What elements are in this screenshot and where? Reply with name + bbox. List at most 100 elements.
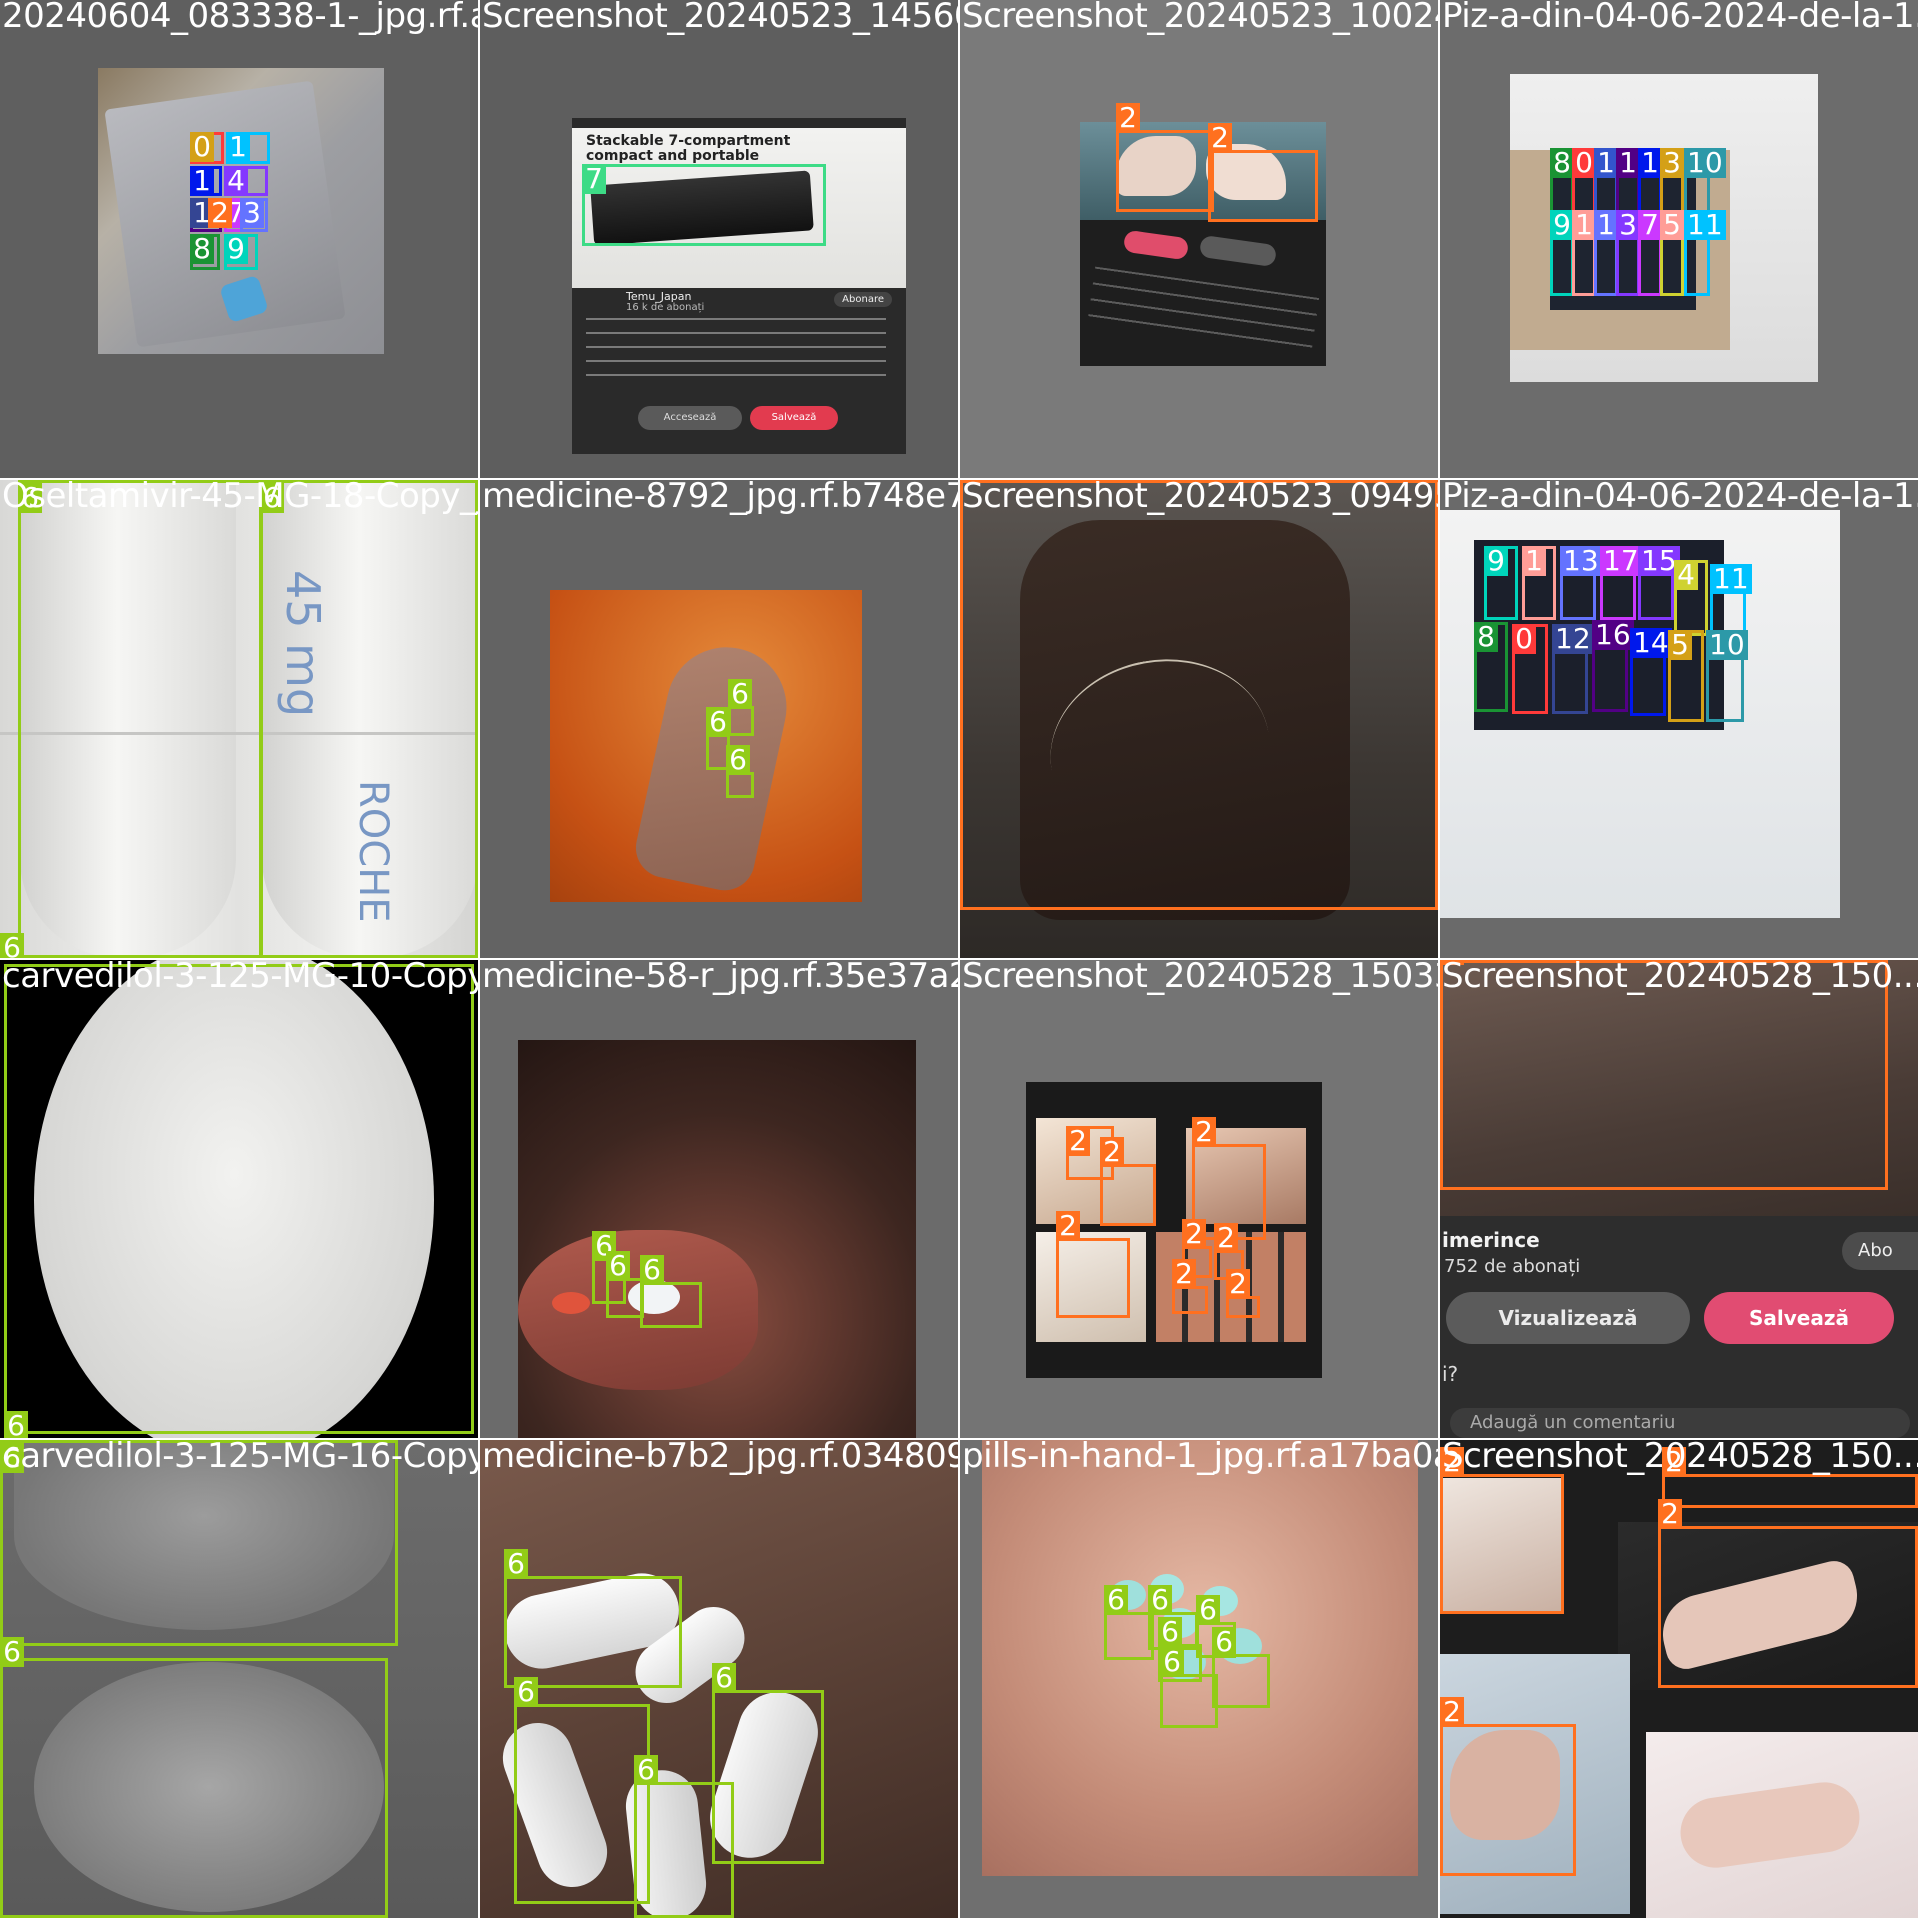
tile-10: 2 2 2 2 2 2 2 2 Screenshot_20240528_1503… [958,958,1440,1440]
bbox: 16 [1592,620,1634,712]
bbox: 9 [1550,210,1574,296]
visualize-button[interactable]: Vizualizează [1446,1292,1690,1344]
product-title-line-2: compact and portable [586,148,760,164]
user-followers: 16 k de abonați [626,302,705,313]
bbox-label: 6 [606,1251,630,1281]
bbox-label: 2 [1066,1126,1090,1156]
bbox: 2 [1440,960,1888,1190]
tile-9: 6 6 6 medicine-58-r_jpg.rf.35e37a2847e8f… [478,958,960,1440]
tile-13: 6 6 6 6 medicine-b7b2_jpg.rf.03480920657… [478,1438,960,1920]
bbox: 2 [1208,123,1318,222]
bbox-label: 1 [1616,148,1640,178]
tile-1: Stackable 7-compartment compact and port… [478,0,960,480]
question-text: i? [1442,1362,1459,1386]
bbox: 2 [1214,1223,1244,1280]
bbox-label: 2 [1192,1117,1216,1147]
bbox: 7 [1638,210,1662,296]
bbox-label: 1 [190,166,214,196]
bbox-label: 2 [1440,960,1464,965]
bbox-label: 6 [706,707,730,737]
bbox: 12 [1552,624,1594,714]
save-button[interactable]: Salvează [750,406,838,430]
bbox-label: 14 [1630,628,1672,658]
bbox: 3 [1616,210,1640,296]
grey-button [1198,234,1278,268]
bbox: 0 [1512,624,1548,714]
bbox-label: 9 [1550,210,1574,240]
bbox-label: 6 [0,933,24,958]
tile-caption: Screenshot_20240523_100244_Pinterest_jpg [962,0,1438,36]
bbox: 9 [224,234,258,270]
product-title-line-1: Stackable 7-compartment [586,133,791,149]
tablet-top [14,1440,394,1630]
bbox-label: 1 [1572,210,1596,240]
bbox-label: 6 [0,1637,24,1667]
bbox: 2 [1116,103,1214,212]
tile-15: 2 2 2 2 Screenshot_20240528_150... [1438,1438,1920,1920]
bbox: 15 [1638,546,1680,620]
follow-button[interactable]: Abonare [834,292,892,307]
bbox: 14 [1630,628,1672,716]
tile-14: 6 6 6 6 6 6 pills-in-hand-1_jpg.rf.a17ba… [958,1438,1440,1920]
bbox-label: 1 [1638,148,1662,178]
bbox: 6 [0,1637,388,1918]
bbox-label: 9 [1484,546,1508,576]
bbox-label: 6 [1196,1595,1220,1625]
bbox-label: 15 [1638,546,1680,576]
bbox: 4 [1674,560,1708,636]
bbox: 6 [0,1440,398,1646]
bbox: 6 [606,1251,644,1318]
save-button[interactable]: Salvează [1704,1292,1894,1344]
bbox-label: 2 [1056,1211,1080,1241]
bbox: 4 [224,166,268,196]
bbox: 2 [1226,1269,1260,1318]
bbox-label: 6 [712,1663,736,1693]
hand-card-3-hand [1450,1730,1560,1840]
bbox: 8 [190,234,220,270]
bbox-label: 17 [1600,546,1642,576]
bbox: 6 [1148,1585,1198,1650]
access-button[interactable]: Accesează [638,406,742,430]
tile-2: 2 2 Screenshot_20240523_100244_Pinterest… [958,0,1440,480]
bbox: 6 [1160,1647,1218,1728]
capsule-left [20,480,236,958]
tile-caption: carvedilol-3-125-MG-16-Copy_jpg.rf... [2,1440,478,1476]
comment-input[interactable]: Adaugă un comentariu [1450,1408,1910,1438]
bbox: 6 [260,480,478,958]
tile-caption: Piz-a-din-04-06-2024-de-la-1... [1442,480,1918,516]
bbox-label: 2 [1226,1269,1250,1299]
tile-caption: Oseltamivir-45-MG-18-Copy_jpg.rf.de8736.… [2,480,478,516]
follow-button[interactable]: Abo [1842,1232,1918,1270]
bbox-label: 8 [1474,622,1498,652]
product-title: Stackable 7-compartment compact and port… [586,134,790,164]
tile-caption: medicine-b7b2_jpg.rf.03480920657842e28c9… [482,1440,958,1476]
pink-button [1122,229,1190,261]
bbox-label: 6 [1160,1647,1184,1677]
photo-hand-pills [518,1040,916,1438]
bbox: 11 [1710,564,1752,636]
hand-card-1 [1440,1478,1564,1612]
bbox-label: 3 [1616,210,1640,240]
bbox: 6 [640,1255,702,1328]
bbox: 6 [634,1755,734,1918]
bbox: 6 [1158,1617,1202,1682]
bbox: 5 [1660,210,1684,296]
tile-7: 9 1 13 17 15 4 11 8 0 12 16 14 5 10 Piz-… [1438,478,1920,960]
tile-caption: medicine-8792_jpg.rf.b748e7a9e3550855803… [482,480,958,516]
bbox: 6 [728,679,754,736]
capsule-seam [0,732,478,735]
bbox-label: 2 [1182,1219,1206,1249]
white-pill [628,1280,680,1314]
tile-11: imerince 752 de abonați Abo Vizualizează… [1438,958,1920,1440]
bbox: 6 [726,745,754,798]
bbox: 1 [1522,546,1556,620]
user-followers: 752 de abonați [1444,1256,1581,1277]
bbox-label: 1 [1594,210,1618,240]
bbox-label: 1 [226,132,250,162]
tile-12: 6 6 carvedilol-3-125-MG-16-Copy_jpg.rf..… [0,1438,480,1920]
bbox: 6 [1104,1585,1154,1660]
bbox: 2 [1658,1499,1918,1688]
photo-pinterest-hands [1080,122,1326,366]
bbox-label: 11 [1684,210,1726,240]
